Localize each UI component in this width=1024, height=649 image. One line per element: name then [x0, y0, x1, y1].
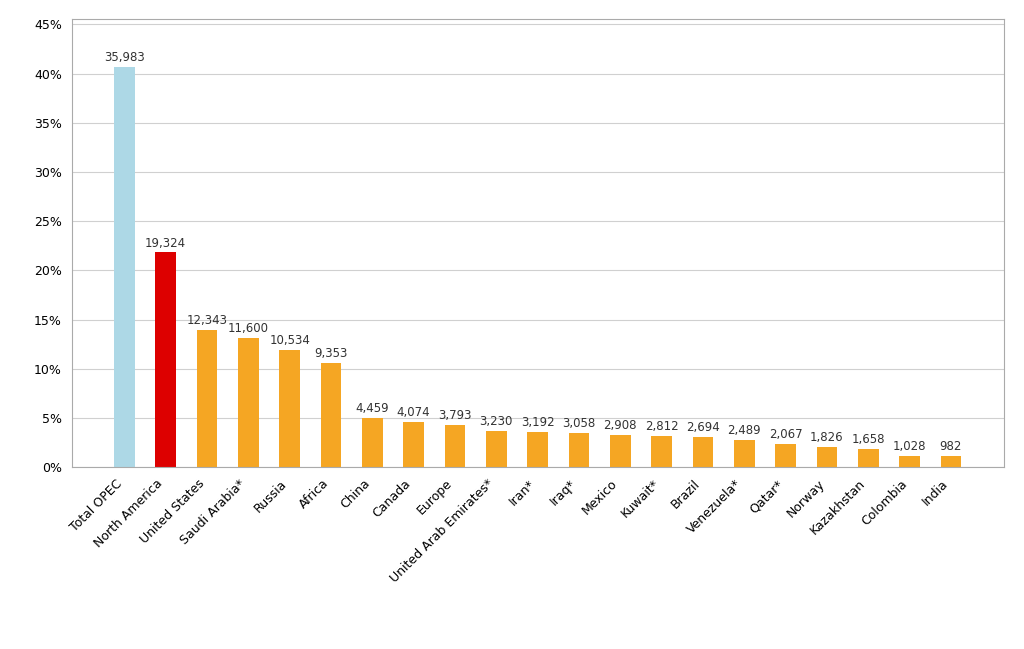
Text: 9,353: 9,353	[314, 347, 348, 360]
Bar	[734, 439, 755, 467]
Bar	[156, 252, 176, 467]
Text: 1,028: 1,028	[893, 440, 927, 453]
Bar	[280, 350, 300, 467]
Bar	[197, 330, 217, 467]
Bar	[486, 432, 507, 467]
Bar	[238, 338, 259, 467]
Text: 1,826: 1,826	[810, 431, 844, 444]
Bar	[444, 425, 465, 467]
Bar	[858, 449, 879, 467]
Bar	[940, 456, 962, 467]
Bar	[361, 418, 383, 467]
Text: 1,658: 1,658	[851, 433, 885, 446]
Text: 4,459: 4,459	[355, 402, 389, 415]
Text: 2,694: 2,694	[686, 421, 720, 434]
Bar	[527, 432, 548, 467]
Text: 3,058: 3,058	[562, 417, 596, 430]
Text: 2,489: 2,489	[727, 424, 761, 437]
Text: 2,908: 2,908	[603, 419, 637, 432]
Text: 3,230: 3,230	[479, 415, 513, 428]
Bar	[651, 436, 672, 467]
Text: 3,793: 3,793	[438, 409, 472, 422]
Text: 35,983: 35,983	[104, 51, 144, 64]
Text: 2,067: 2,067	[769, 428, 803, 441]
Text: 19,324: 19,324	[145, 236, 186, 249]
Bar	[692, 437, 714, 467]
Bar	[775, 445, 796, 467]
Text: 982: 982	[940, 441, 962, 454]
Bar	[321, 363, 341, 467]
Bar	[816, 447, 838, 467]
Bar	[610, 435, 631, 467]
Text: 11,600: 11,600	[227, 323, 269, 336]
Text: 3,192: 3,192	[521, 416, 554, 429]
Bar	[899, 456, 920, 467]
Text: 4,074: 4,074	[397, 406, 430, 419]
Bar	[568, 434, 589, 467]
Bar	[114, 67, 135, 467]
Bar	[403, 422, 424, 467]
Text: 2,812: 2,812	[645, 420, 678, 433]
Text: 10,534: 10,534	[269, 334, 310, 347]
Text: 12,343: 12,343	[186, 314, 227, 327]
